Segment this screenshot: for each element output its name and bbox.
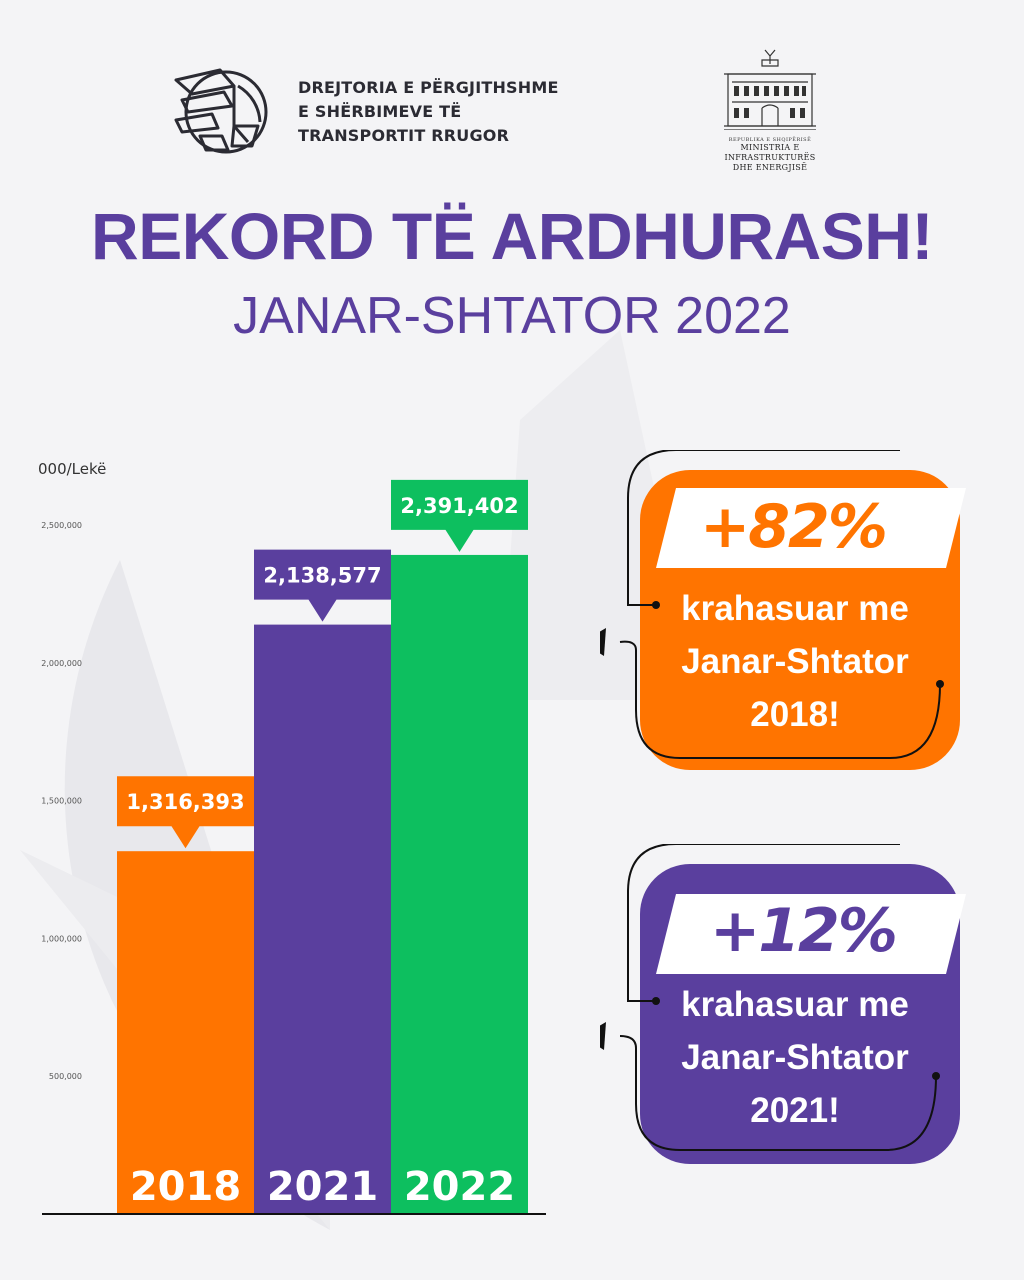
y-tick-label: 1,000,000 (41, 934, 82, 943)
org-line: DREJTORIA E PËRGJITHSHME (298, 78, 559, 97)
data-label: 1,316,393 (126, 790, 244, 814)
callout-text: krahasuar me Janar-Shtator 2021! (650, 978, 940, 1137)
callout-percent: +82% (700, 492, 888, 562)
x-tick-label: 2018 (130, 1164, 241, 1210)
page-title: REKORD TË ARDHURASH! (91, 199, 933, 273)
bar (391, 554, 528, 1214)
bar (117, 851, 254, 1214)
org-line: E SHËRBIMEVE TË (298, 102, 462, 121)
org-line: TRANSPORTIT RRUGOR (298, 126, 510, 145)
callout-line: Janar-Shtator (681, 642, 909, 681)
callout-shape (600, 450, 966, 770)
callout-line: Janar-Shtator (681, 1038, 909, 1077)
callout-line: 2018! (750, 695, 840, 734)
data-label-box (254, 549, 391, 622)
callout-shape (600, 844, 966, 1164)
ministry-small-label: REPUBLIKA E SHQIPËRISË (728, 137, 812, 143)
y-tick-label: 1,500,000 (41, 797, 82, 806)
organization-name: DREJTORIA E PËRGJITHSHME E SHËRBIMEVE TË… (298, 76, 559, 148)
callout-text: krahasuar me Janar-Shtator 2018! (650, 582, 940, 741)
callout-82: +82% krahasuar me Janar-Shtator 2018! (600, 450, 1000, 780)
callout-line: krahasuar me (681, 985, 909, 1024)
y-tick-label: 500,000 (49, 1072, 82, 1081)
x-tick-label: 2022 (404, 1164, 515, 1210)
callout-line: 2021! (750, 1091, 840, 1130)
unit-label: 000/Lekë (38, 460, 107, 478)
y-tick-label: 2,000,000 (41, 659, 82, 668)
page-subtitle: JANAR-SHTATOR 2022 (233, 287, 791, 345)
dpshtrr-logo (172, 66, 272, 156)
data-label: 2,391,402 (400, 494, 518, 518)
bar (254, 624, 391, 1214)
callout-line: krahasuar me (681, 589, 909, 628)
ministry-name-line: DHE ENERGJISË (732, 163, 808, 172)
x-tick-label: 2021 (267, 1164, 378, 1210)
ministry-building-icon (724, 49, 816, 131)
ministry-name-line: MINISTRIA E INFRASTRUKTURËS (724, 143, 816, 162)
data-label: 2,138,577 (263, 564, 381, 588)
callout-percent: +12% (710, 896, 898, 966)
ministry-logo: REPUBLIKA E SHQIPËRISË MINISTRIA E INFRA… (700, 48, 840, 172)
y-tick-label: 2,500,000 (41, 521, 82, 530)
data-label-box (391, 479, 528, 552)
callout-12: +12% krahasuar me Janar-Shtator 2021! (600, 844, 1000, 1174)
data-label-box (117, 776, 254, 849)
